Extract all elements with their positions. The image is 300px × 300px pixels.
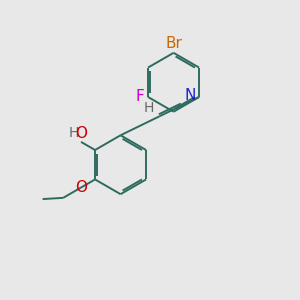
Text: H: H [144, 101, 154, 115]
Text: O: O [75, 180, 87, 195]
Text: H: H [68, 126, 79, 140]
Text: O: O [75, 126, 87, 141]
Text: Br: Br [165, 36, 182, 51]
Text: N: N [184, 88, 196, 103]
Text: F: F [136, 89, 145, 104]
